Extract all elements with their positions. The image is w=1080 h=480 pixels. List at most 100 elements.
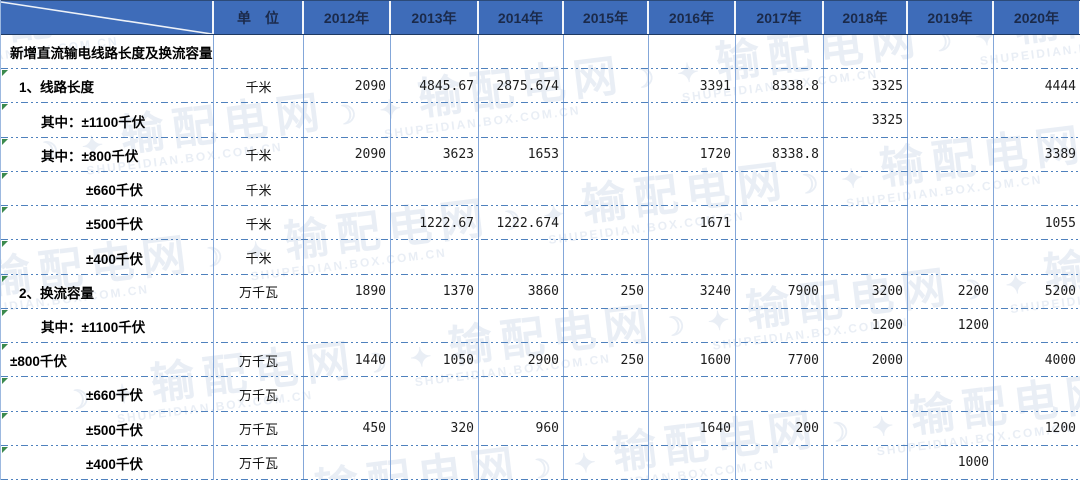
value-cell[interactable] — [908, 377, 994, 412]
value-cell[interactable]: 2090 — [304, 69, 391, 104]
unit-cell[interactable] — [214, 35, 304, 70]
value-cell[interactable] — [908, 343, 994, 378]
table-title-cell[interactable]: 新增直流输电线路长度及换流容量 — [1, 35, 214, 70]
value-cell[interactable] — [994, 446, 1080, 480]
unit-cell[interactable]: 千米 — [214, 137, 304, 172]
value-cell[interactable]: 2200 — [908, 274, 994, 309]
value-cell[interactable] — [736, 240, 824, 275]
value-cell[interactable] — [908, 69, 994, 104]
value-cell[interactable] — [824, 171, 908, 207]
row-label-cell[interactable]: 其中：±800千伏 — [1, 137, 214, 172]
value-cell[interactable] — [824, 137, 908, 172]
value-cell[interactable] — [649, 445, 736, 480]
column-header-2014[interactable]: 2014年 — [479, 1, 564, 34]
corner-diagonal-cell[interactable] — [1, 1, 214, 34]
value-cell[interactable]: 3240 — [649, 274, 736, 309]
value-cell[interactable] — [908, 206, 994, 241]
value-cell[interactable] — [479, 171, 564, 207]
value-cell[interactable]: 1640 — [649, 411, 736, 446]
value-cell[interactable]: 1050 — [391, 343, 479, 378]
unit-cell[interactable] — [214, 103, 304, 138]
value-cell[interactable]: 3325 — [824, 103, 908, 138]
value-cell[interactable]: 1200 — [908, 308, 994, 344]
value-cell[interactable] — [908, 103, 994, 138]
unit-cell[interactable]: 千米 — [214, 69, 304, 104]
value-cell[interactable] — [824, 206, 908, 241]
value-cell[interactable]: 2000 — [824, 343, 908, 378]
value-cell[interactable] — [649, 103, 736, 138]
unit-cell[interactable] — [214, 308, 304, 344]
value-cell[interactable] — [479, 445, 564, 480]
value-cell[interactable] — [908, 35, 994, 70]
column-header-2019[interactable]: 2019年 — [908, 1, 994, 34]
value-cell[interactable] — [564, 69, 649, 104]
value-cell[interactable] — [391, 445, 479, 480]
unit-cell[interactable]: 万千瓦 — [214, 445, 304, 480]
value-cell[interactable] — [391, 171, 479, 207]
value-cell[interactable] — [908, 240, 994, 275]
column-header-2012[interactable]: 2012年 — [304, 1, 391, 34]
value-cell[interactable] — [304, 377, 391, 412]
value-cell[interactable]: 5200 — [994, 275, 1080, 309]
row-label-cell[interactable]: 1、线路长度 — [1, 69, 214, 104]
value-cell[interactable]: 8338.8 — [736, 69, 824, 104]
value-cell[interactable]: 3860 — [479, 274, 564, 309]
value-cell[interactable] — [649, 171, 736, 207]
row-label-cell[interactable]: ±660千伏 — [1, 377, 214, 412]
value-cell[interactable] — [994, 309, 1080, 343]
value-cell[interactable]: 1653 — [479, 137, 564, 172]
value-cell[interactable] — [304, 103, 391, 138]
row-label-cell[interactable]: ±500千伏 — [1, 206, 214, 241]
value-cell[interactable]: 250 — [564, 274, 649, 309]
value-cell[interactable] — [304, 445, 391, 480]
value-cell[interactable]: 1000 — [908, 445, 994, 480]
value-cell[interactable] — [908, 171, 994, 207]
value-cell[interactable] — [736, 206, 824, 241]
value-cell[interactable]: 4444 — [994, 69, 1080, 103]
value-cell[interactable]: 1222.67 — [391, 206, 479, 241]
value-cell[interactable]: 1720 — [649, 137, 736, 172]
value-cell[interactable] — [994, 240, 1080, 274]
value-cell[interactable]: 200 — [736, 411, 824, 446]
value-cell[interactable] — [391, 308, 479, 344]
value-cell[interactable]: 3391 — [649, 69, 736, 104]
value-cell[interactable]: 320 — [391, 411, 479, 446]
unit-cell[interactable]: 千米 — [214, 240, 304, 275]
value-cell[interactable] — [564, 103, 649, 138]
value-cell[interactable]: 2900 — [479, 343, 564, 378]
value-cell[interactable]: 7900 — [736, 274, 824, 309]
column-header-2018[interactable]: 2018年 — [824, 1, 908, 34]
value-cell[interactable] — [479, 103, 564, 138]
value-cell[interactable] — [479, 240, 564, 275]
value-cell[interactable] — [564, 240, 649, 275]
value-cell[interactable] — [391, 103, 479, 138]
value-cell[interactable] — [824, 35, 908, 70]
value-cell[interactable] — [994, 103, 1080, 137]
value-cell[interactable]: 3623 — [391, 137, 479, 172]
column-header-2016[interactable]: 2016年 — [649, 1, 736, 34]
value-cell[interactable] — [564, 445, 649, 480]
value-cell[interactable] — [908, 137, 994, 172]
column-header-unit[interactable]: 单 位 — [214, 1, 304, 34]
column-header-2015[interactable]: 2015年 — [564, 1, 649, 34]
unit-cell[interactable]: 万千瓦 — [214, 343, 304, 378]
row-label-cell[interactable]: 2、换流容量 — [1, 274, 214, 309]
value-cell[interactable] — [479, 308, 564, 344]
value-cell[interactable]: 3200 — [824, 274, 908, 309]
value-cell[interactable]: 7700 — [736, 343, 824, 378]
value-cell[interactable]: 3389 — [994, 138, 1080, 172]
column-header-2017[interactable]: 2017年 — [736, 1, 824, 34]
value-cell[interactable] — [736, 171, 824, 207]
value-cell[interactable] — [479, 377, 564, 412]
row-label-cell[interactable]: ±660千伏 — [1, 171, 214, 207]
value-cell[interactable]: 3325 — [824, 69, 908, 104]
value-cell[interactable]: 960 — [479, 411, 564, 446]
value-cell[interactable]: 1671 — [649, 206, 736, 241]
value-cell[interactable] — [994, 172, 1080, 206]
value-cell[interactable] — [391, 240, 479, 275]
value-cell[interactable]: 450 — [304, 411, 391, 446]
value-cell[interactable] — [649, 35, 736, 70]
value-cell[interactable] — [908, 411, 994, 446]
value-cell[interactable]: 2090 — [304, 137, 391, 172]
value-cell[interactable] — [824, 411, 908, 446]
